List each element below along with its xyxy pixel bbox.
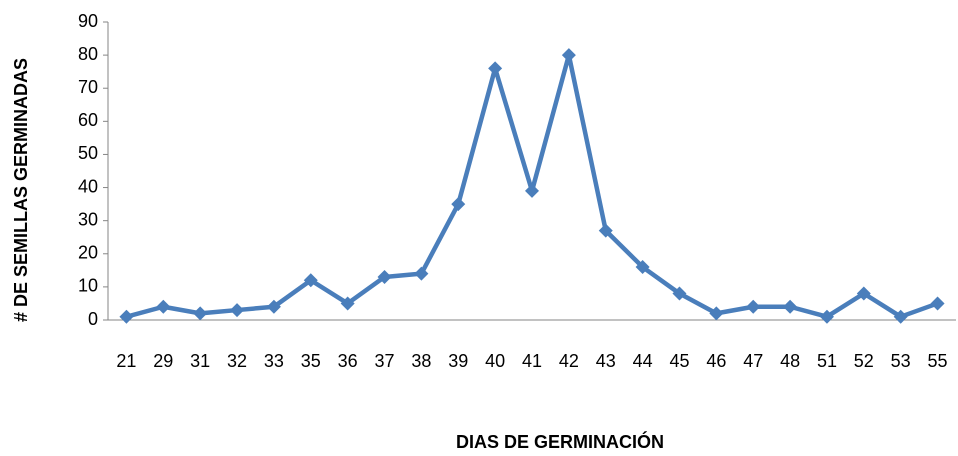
marker <box>783 299 798 314</box>
x-tick-label: 42 <box>559 351 579 371</box>
x-tick-label: 47 <box>743 351 763 371</box>
x-tick-label: 40 <box>485 351 505 371</box>
x-axis-title: DIAS DE GERMINACIÓN <box>456 431 664 452</box>
marker <box>377 269 392 284</box>
x-tick-label: 33 <box>264 351 284 371</box>
marker <box>635 260 650 275</box>
x-tick-label: 31 <box>190 351 210 371</box>
marker <box>414 266 429 281</box>
y-axis-title: # DE SEMILLAS GERMINADAS <box>11 58 31 322</box>
x-tick-label: 46 <box>706 351 726 371</box>
marker <box>488 61 503 76</box>
marker <box>561 48 576 63</box>
y-tick-label: 80 <box>78 44 98 64</box>
marker <box>340 296 355 311</box>
x-tick-label: 52 <box>854 351 874 371</box>
y-tick-label: 10 <box>78 276 98 296</box>
x-tick-label: 44 <box>633 351 653 371</box>
y-tick-label: 40 <box>78 176 98 196</box>
x-tick-label: 43 <box>596 351 616 371</box>
y-tick-label: 0 <box>88 309 98 329</box>
x-tick-label: 48 <box>780 351 800 371</box>
marker <box>230 303 245 318</box>
marker <box>156 299 171 314</box>
marker <box>525 183 539 198</box>
marker <box>746 299 761 314</box>
marker <box>856 286 871 301</box>
x-tick-label: 51 <box>817 351 837 371</box>
x-tick-label: 45 <box>669 351 689 371</box>
y-tick-label: 60 <box>78 110 98 130</box>
marker <box>598 223 613 238</box>
x-tick-label: 37 <box>375 351 395 371</box>
x-tick-label: 38 <box>411 351 431 371</box>
marker <box>303 273 318 288</box>
y-tick-label: 90 <box>78 11 98 31</box>
x-tick-label: 32 <box>227 351 247 371</box>
x-tick-label: 36 <box>338 351 358 371</box>
marker <box>193 306 208 321</box>
y-tick-label: 70 <box>78 77 98 97</box>
marker <box>709 306 724 321</box>
marker <box>893 309 908 324</box>
marker <box>672 286 687 301</box>
x-tick-label: 39 <box>448 351 468 371</box>
marker <box>266 299 281 314</box>
x-tick-label: 55 <box>928 351 948 371</box>
y-tick-label: 20 <box>78 243 98 263</box>
marker <box>119 309 134 324</box>
x-tick-label: 35 <box>301 351 321 371</box>
x-tick-label: 41 <box>522 351 542 371</box>
marker <box>451 197 466 212</box>
y-tick-label: 50 <box>78 143 98 163</box>
marker <box>819 309 834 324</box>
x-tick-label: 53 <box>891 351 911 371</box>
x-tick-label: 21 <box>116 351 136 371</box>
marker <box>930 296 945 311</box>
y-tick-label: 30 <box>78 209 98 229</box>
x-tick-label: 29 <box>153 351 173 371</box>
